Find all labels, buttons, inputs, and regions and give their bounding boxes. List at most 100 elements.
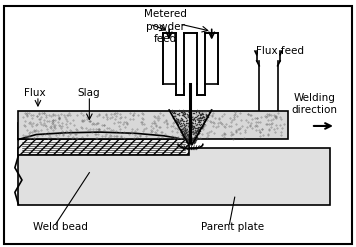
Point bbox=[196, 125, 202, 129]
Point bbox=[174, 120, 180, 124]
Point bbox=[176, 120, 181, 124]
Point bbox=[190, 124, 196, 128]
Point bbox=[203, 113, 209, 117]
Point bbox=[183, 134, 188, 138]
Point bbox=[197, 115, 203, 119]
Point bbox=[193, 135, 199, 139]
Point bbox=[195, 127, 200, 131]
Point bbox=[186, 110, 192, 114]
Point bbox=[196, 111, 202, 115]
Point bbox=[193, 138, 198, 142]
Point bbox=[178, 116, 183, 120]
Point bbox=[194, 129, 200, 133]
Point bbox=[183, 134, 188, 138]
Point bbox=[199, 118, 204, 122]
Point bbox=[182, 115, 188, 119]
Point bbox=[208, 108, 213, 112]
Point bbox=[186, 139, 192, 143]
Point bbox=[193, 129, 199, 133]
Point bbox=[180, 111, 185, 115]
Point bbox=[188, 136, 194, 140]
Point bbox=[193, 126, 199, 130]
Point bbox=[188, 124, 194, 128]
Point bbox=[174, 120, 179, 124]
Point bbox=[192, 118, 198, 122]
Point bbox=[193, 131, 199, 135]
Point bbox=[190, 126, 196, 130]
Point bbox=[187, 142, 193, 146]
Point bbox=[180, 126, 186, 130]
Point bbox=[198, 119, 203, 123]
Point bbox=[195, 128, 201, 132]
Bar bbox=[205, 33, 218, 84]
Point bbox=[188, 139, 194, 143]
Point bbox=[196, 123, 202, 126]
Point bbox=[188, 142, 194, 146]
Point bbox=[192, 139, 198, 143]
Point bbox=[194, 122, 200, 126]
Point bbox=[195, 113, 201, 117]
Point bbox=[180, 121, 186, 125]
Point bbox=[173, 118, 178, 122]
Point bbox=[174, 117, 180, 121]
Point bbox=[189, 122, 194, 126]
Point bbox=[191, 138, 197, 142]
Point bbox=[184, 127, 189, 131]
Point bbox=[188, 136, 194, 140]
Point bbox=[203, 109, 208, 113]
Bar bbox=[19, 148, 330, 205]
Point bbox=[189, 136, 195, 140]
Point bbox=[177, 119, 183, 123]
Point bbox=[187, 139, 192, 143]
Point bbox=[195, 126, 200, 130]
Point bbox=[186, 113, 192, 117]
Point bbox=[187, 120, 193, 124]
Point bbox=[198, 109, 203, 113]
Point bbox=[179, 129, 185, 133]
Point bbox=[189, 138, 195, 142]
Point bbox=[194, 134, 199, 138]
Point bbox=[190, 127, 196, 131]
Point bbox=[183, 131, 188, 135]
Point bbox=[193, 134, 199, 138]
Point bbox=[188, 137, 194, 141]
Point bbox=[200, 124, 205, 128]
Point bbox=[188, 118, 194, 122]
Point bbox=[192, 124, 197, 128]
Point bbox=[208, 108, 213, 112]
Point bbox=[174, 112, 180, 116]
Point bbox=[178, 110, 183, 114]
Point bbox=[194, 115, 199, 119]
Point bbox=[201, 119, 206, 123]
Point bbox=[170, 111, 176, 115]
Point bbox=[176, 111, 182, 115]
Point bbox=[191, 125, 197, 129]
Point bbox=[190, 121, 196, 124]
Point bbox=[182, 128, 188, 132]
Point bbox=[187, 133, 193, 137]
Point bbox=[179, 123, 184, 127]
Bar bbox=[163, 33, 176, 84]
Point bbox=[176, 122, 182, 125]
Bar bbox=[176, 84, 205, 95]
Text: Weld bead: Weld bead bbox=[33, 222, 88, 232]
Point bbox=[190, 137, 195, 141]
Point bbox=[199, 111, 205, 115]
Point bbox=[184, 112, 189, 116]
Point bbox=[185, 129, 190, 133]
Point bbox=[180, 112, 186, 116]
Point bbox=[181, 128, 187, 132]
Point bbox=[184, 137, 189, 141]
Bar bbox=[19, 111, 288, 140]
Point bbox=[196, 129, 201, 133]
Point bbox=[207, 110, 213, 114]
Point bbox=[200, 114, 205, 118]
Point bbox=[191, 136, 197, 140]
Point bbox=[183, 128, 189, 132]
Point bbox=[186, 123, 192, 127]
Point bbox=[202, 118, 208, 122]
Point bbox=[186, 139, 192, 143]
Point bbox=[183, 129, 188, 133]
Point bbox=[187, 133, 193, 137]
Point bbox=[195, 120, 201, 124]
